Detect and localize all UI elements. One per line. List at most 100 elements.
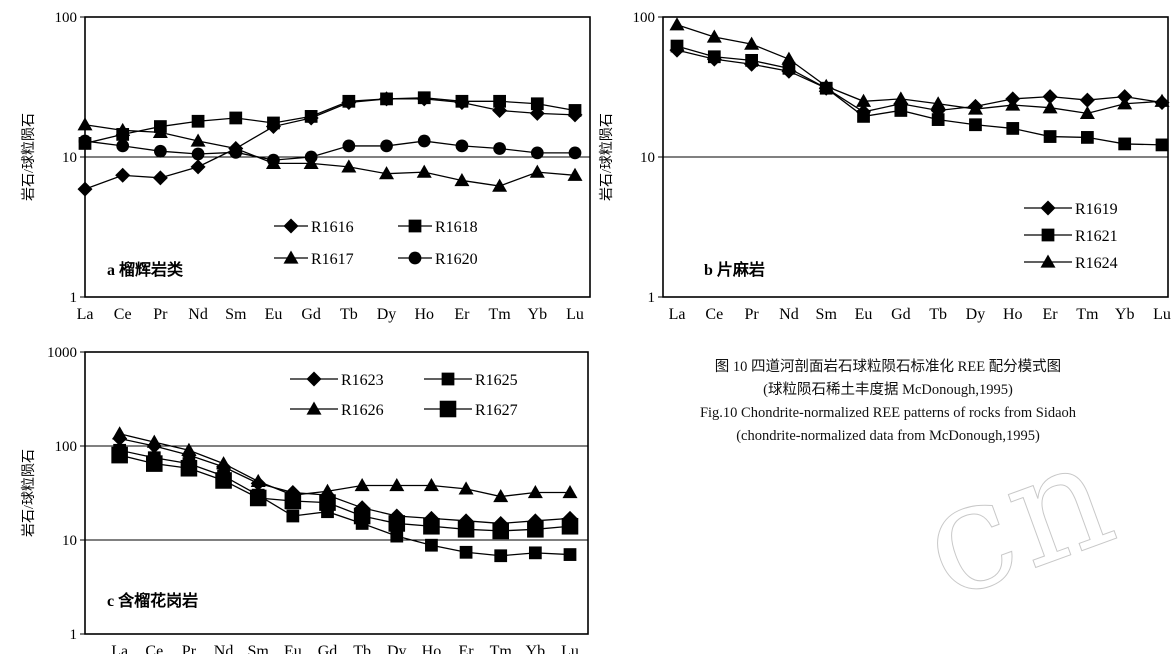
x-tick-label: Yb (526, 643, 546, 654)
panel-c-chart: 1 10 100 1000 岩石/球粒陨石 La Ce Pr Nd Sm Eu Gd Tb Dy Ho Er T… (21, 345, 589, 654)
data-point (190, 133, 206, 147)
x-tick-label: Ho (414, 306, 434, 323)
data-point (229, 111, 243, 125)
data-point (78, 134, 92, 148)
x-tick-label: Lu (561, 643, 579, 654)
data-point (669, 17, 685, 31)
x-tick-label: Ce (705, 306, 723, 323)
panel-label: b 片麻岩 (704, 260, 765, 279)
data-point (389, 478, 405, 492)
data-point (1042, 89, 1058, 105)
caption-title-zh: 图 10 四道河剖面岩石球粒陨石标准化 REE 配分模式图 (714, 359, 1062, 375)
panel-label: c 含榴花岗岩 (107, 591, 198, 610)
data-point (931, 113, 945, 126)
legend-label: R1626 (341, 402, 384, 419)
data-point (457, 521, 475, 538)
data-point (1081, 131, 1094, 144)
y-axis-label: 岩石/球粒陨石 (599, 113, 615, 201)
x-tick-label: La (77, 306, 94, 323)
legend-marker (306, 371, 322, 387)
legend-marker (306, 401, 322, 415)
data-point (146, 434, 162, 448)
data-point (563, 548, 577, 561)
data-point (670, 39, 684, 53)
panel-label: a 榴辉岩类 (107, 260, 184, 279)
x-tick-label: Er (459, 643, 475, 654)
data-point (561, 517, 579, 535)
legend-item: R1624 (1024, 254, 1118, 272)
data-point (745, 53, 758, 67)
data-point (967, 101, 983, 115)
x-tick-label: Gd (301, 306, 321, 323)
data-point (493, 489, 509, 503)
data-point (77, 181, 93, 197)
data-point (529, 164, 545, 178)
x-tick-label: Eu (855, 306, 873, 323)
data-point (493, 94, 506, 108)
series-line (676, 24, 1163, 115)
panel-a-chart: 1 10 100 岩石/球粒陨石 La Ce Pr Nd Sm Eu Gd Tb Dy Ho Er Tm Yb L… (21, 10, 591, 323)
x-tick-label: Ce (145, 643, 163, 654)
legend-label: R1619 (1075, 201, 1118, 218)
data-point (249, 489, 267, 507)
data-point (191, 114, 205, 128)
data-point (145, 455, 163, 472)
data-point (1043, 130, 1057, 143)
x-tick-label: Tb (340, 306, 358, 323)
x-tick-label: Sm (816, 306, 838, 323)
data-point (154, 144, 167, 158)
x-tick-label: Sm (248, 643, 270, 654)
data-point (782, 61, 796, 75)
legend-marker (439, 400, 457, 418)
x-tick-label: Dy (387, 643, 407, 654)
data-point (527, 485, 543, 499)
data-point (181, 442, 197, 456)
x-tick-label: Lu (1153, 306, 1171, 323)
legend-item: R1620 (398, 251, 478, 268)
y-tick-label: 10 (62, 150, 77, 166)
legend-item: R1619 (1024, 200, 1118, 218)
data-point (215, 472, 232, 489)
legend-label: R1625 (475, 372, 518, 389)
legend-item: R1616 (274, 218, 354, 236)
data-point (116, 139, 130, 153)
data-point (216, 456, 232, 470)
x-tick-label: Gd (318, 643, 338, 654)
y-tick-label: 100 (55, 439, 78, 455)
data-point (416, 164, 432, 178)
y-tick-label: 100 (633, 10, 656, 26)
x-tick-label: Tm (489, 306, 512, 323)
data-point (152, 170, 168, 186)
data-point (530, 146, 544, 160)
x-tick-label: Nd (188, 306, 208, 323)
data-point (1005, 97, 1021, 111)
x-tick-label: Tm (1076, 306, 1099, 323)
series-R1627 (111, 446, 579, 540)
x-tick-label: Nd (779, 306, 799, 323)
x-tick-label: Er (454, 306, 470, 323)
data-point (458, 481, 474, 495)
data-point (1154, 93, 1170, 107)
x-tick-label: La (669, 306, 686, 323)
y-tick-label: 100 (55, 10, 78, 26)
series-R1621 (670, 39, 1169, 152)
data-point (969, 118, 982, 132)
data-point (284, 492, 302, 510)
data-point (180, 459, 198, 477)
data-point (856, 93, 872, 107)
x-tick-label: Sm (225, 306, 247, 323)
x-tick-label: Nd (214, 643, 234, 654)
data-point (250, 473, 266, 488)
data-point (455, 139, 469, 153)
data-point (562, 485, 578, 499)
data-point (190, 159, 206, 175)
data-point (152, 124, 168, 138)
series-R1620 (78, 134, 582, 167)
y-tick-label: 10 (640, 150, 655, 166)
y-tick-label: 1 (70, 627, 78, 643)
legend-marker (1041, 228, 1055, 242)
series-line (84, 124, 576, 187)
x-tick-label: Er (1043, 306, 1059, 323)
data-point (528, 546, 542, 560)
